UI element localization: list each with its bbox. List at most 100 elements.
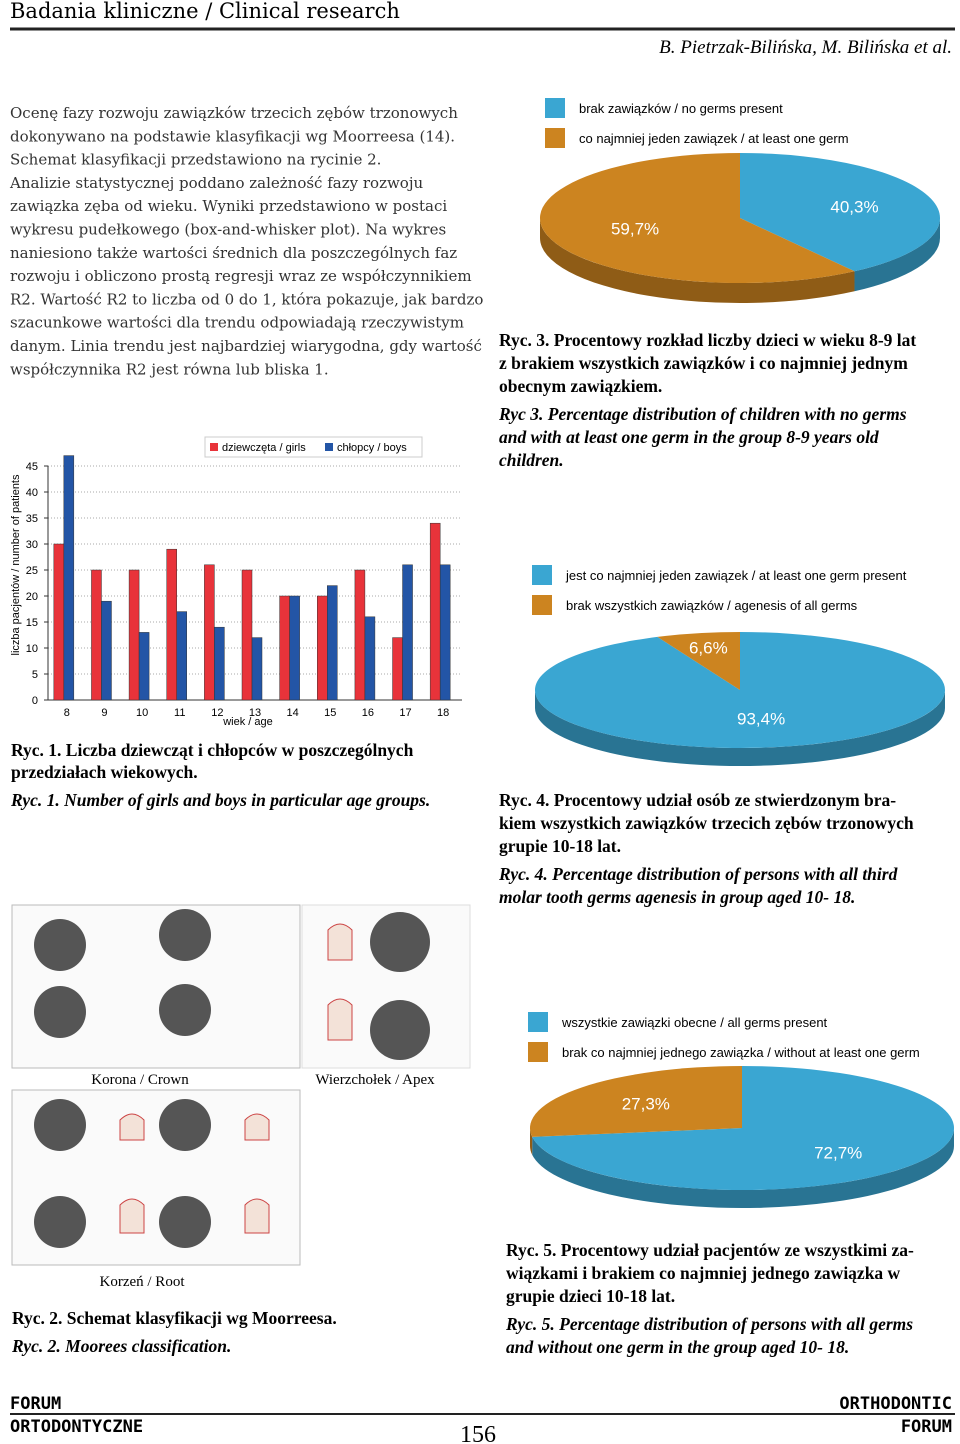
- y-tick-label: 5: [32, 669, 38, 681]
- body-line: szacunkowe wartości dla trendu odpowiada…: [10, 314, 464, 332]
- figure-caption-en: Ryc 3. Percentage distribution of childr…: [498, 404, 907, 424]
- pie-slice: [529, 1066, 742, 1137]
- apex-label: Wierzchołek / Apex: [315, 1072, 435, 1088]
- x-tick-label: 18: [437, 707, 449, 719]
- footer-left: FORUM: [10, 1394, 61, 1414]
- y-tick-label: 20: [26, 591, 38, 603]
- bar: [91, 569, 102, 701]
- x-tick-label: 9: [101, 707, 107, 719]
- bar: [364, 616, 376, 701]
- figure-caption: grupie dzieci 10-18 lat.: [506, 1286, 675, 1306]
- x-tick-label: 13: [249, 707, 261, 719]
- footer-right: FORUM: [901, 1417, 952, 1437]
- value-label: 59,7%: [611, 220, 659, 239]
- legend-label: chłopcy / boys: [337, 442, 407, 454]
- bar: [429, 522, 441, 701]
- figure-caption: obecnym zawiązkiem.: [499, 376, 662, 396]
- pie-side: [532, 1128, 954, 1208]
- y-tick-label: 30: [26, 539, 38, 551]
- bar: [214, 626, 225, 701]
- bar: [279, 595, 290, 701]
- x-tick-label: 15: [324, 707, 336, 719]
- figure-caption-en: Ryc. 1. Number of girls and boys in part…: [10, 790, 430, 810]
- bar: [317, 595, 328, 701]
- x-tick-label: 10: [136, 707, 148, 719]
- footer-left: ORTODONTYCZNE: [10, 1417, 143, 1437]
- figure-caption-en: Ryc. 4. Percentage distribution of perso…: [498, 864, 898, 884]
- pie-slice: [740, 153, 941, 272]
- legend-label: brak co najmniej jednego zawiązka / with…: [562, 1045, 920, 1060]
- value-label: 72,7%: [814, 1143, 862, 1162]
- bar: [138, 632, 150, 701]
- body-line: Analizie statystycznej poddano zależność…: [9, 174, 423, 192]
- legend-swatch: [545, 98, 565, 118]
- y-tick-label: 15: [26, 617, 38, 629]
- bar: [402, 564, 413, 701]
- x-tick-label: 17: [399, 707, 411, 719]
- y-tick-label: 10: [26, 643, 38, 655]
- value-label: 93,4%: [737, 709, 785, 728]
- header-title: Badania kliniczne / Clinical research: [10, 0, 400, 23]
- body-line: R2. Wartość R2 to liczba od 0 do 1, któr…: [10, 290, 483, 308]
- x-tick-label: 16: [362, 707, 374, 719]
- bar: [289, 595, 300, 701]
- x-axis-label: wiek / age: [222, 716, 273, 728]
- body-line: zawiązka zęba od wieku. Wyniki przedstaw…: [10, 197, 447, 215]
- bar: [101, 600, 112, 701]
- legend-swatch: [325, 443, 333, 451]
- figure-caption: grupie 10-18 lat.: [499, 836, 621, 856]
- x-tick-label: 14: [287, 707, 299, 719]
- legend-label: brak wszystkich zawiązków / agenesis of …: [566, 598, 858, 613]
- y-tick-label: 45: [26, 461, 38, 473]
- legend-label: co najmniej jeden zawiązek / at least on…: [579, 131, 849, 146]
- legend-swatch: [528, 1012, 548, 1032]
- figure-2: Korona / Crown Wierzchołek / Apex Korzeń…: [11, 904, 471, 1356]
- crown-label: Korona / Crown: [91, 1072, 189, 1088]
- legend-box: [204, 436, 423, 458]
- pie-side: [854, 218, 940, 292]
- legend-label: wszystkie zawiązki obecne / all germs pr…: [561, 1015, 828, 1030]
- pie-side: [530, 1128, 533, 1155]
- bar: [327, 585, 338, 701]
- figure-caption: kiem wszystkich zawiązków trzecich zębów…: [499, 813, 914, 833]
- value-label: 6,6%: [689, 638, 728, 657]
- header-authors: B. Pietrzak-Bilińska, M. Bilińska et al.: [659, 37, 952, 58]
- pie-slice: [532, 1066, 954, 1190]
- body-line: dokonywano na podstawie klasyfikacji wg …: [10, 127, 455, 145]
- value-label: 40,3%: [830, 197, 878, 216]
- pie-slice: [657, 632, 740, 690]
- legend-label: brak zawiązków / no germs present: [579, 101, 783, 116]
- pie-side: [540, 218, 855, 303]
- legend-swatch: [545, 128, 565, 148]
- y-tick-label: 0: [32, 695, 38, 707]
- y-tick-label: 25: [26, 565, 38, 577]
- bar: [53, 543, 65, 701]
- figure-caption: Ryc. 3. Procentowy rozkład liczby dzieci…: [499, 330, 916, 350]
- body-line: naniesiono także wartości średnich dla p…: [10, 244, 457, 262]
- legend-label: jest co najmniej jeden zawiązek / at lea…: [565, 568, 907, 583]
- figure-caption: Ryc. 2. Schemat klasyfikacji wg Moorrees…: [12, 1308, 337, 1328]
- figure-caption-en: Ryc. 5. Percentage distribution of perso…: [505, 1314, 913, 1334]
- body-line: Ocenę fazy rozwoju zawiązków trzecich zę…: [10, 104, 458, 122]
- figure-caption-en: and with at least one germ in the group …: [499, 427, 879, 447]
- figure-caption-en: children.: [499, 450, 564, 470]
- figure-caption: wiązkami i brakiem co najmniej jednego z…: [506, 1263, 901, 1283]
- body-line: wykresu pudełkowego (box-and-whisker plo…: [10, 221, 446, 239]
- figure-caption: Ryc. 5. Procentowy udział pacjentów ze w…: [506, 1240, 914, 1260]
- y-tick-label: 35: [26, 513, 38, 525]
- value-label: 27,3%: [622, 1095, 670, 1114]
- bar: [241, 569, 253, 701]
- bar: [176, 611, 187, 701]
- bar: [354, 569, 366, 701]
- figure-caption-en: molar tooth germs agenesis in group aged…: [499, 887, 855, 907]
- tooth-drawings: [119, 923, 353, 1234]
- y-tick-label: 40: [26, 487, 38, 499]
- figure-caption-en: and without one germ in the group aged 1…: [506, 1337, 849, 1357]
- bar: [63, 455, 75, 701]
- x-tick-label: 11: [174, 707, 185, 719]
- bar: [128, 569, 140, 701]
- legend-label: dziewczęta / girls: [222, 442, 306, 454]
- bar: [204, 564, 215, 701]
- body-line: współczynnika R2 jest równa lub bliska 1…: [10, 360, 329, 378]
- x-tick-label: 8: [64, 707, 70, 719]
